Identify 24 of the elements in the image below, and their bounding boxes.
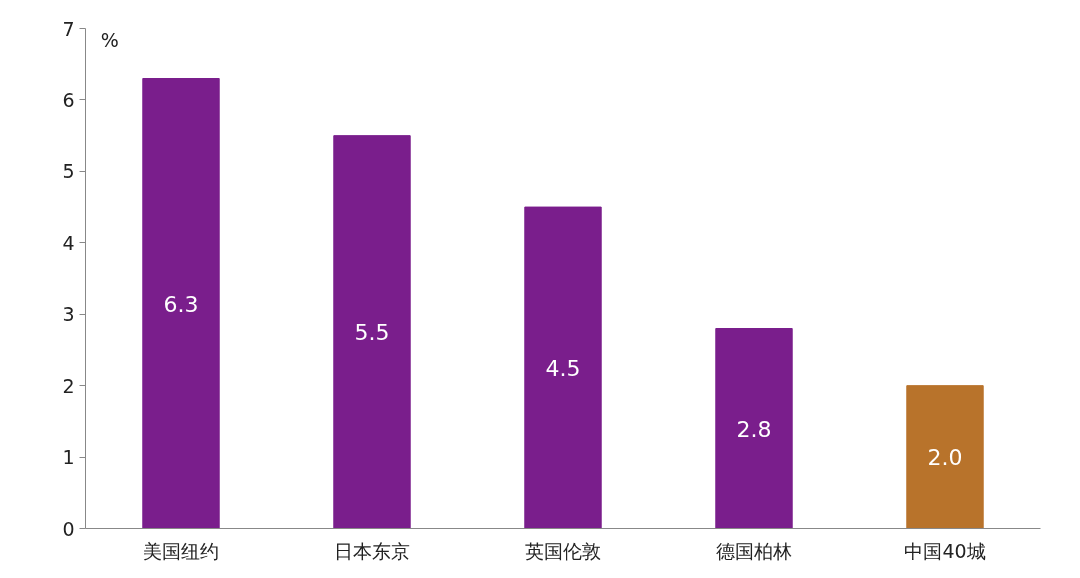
bar xyxy=(524,206,602,529)
y-tick-label: 2 xyxy=(62,374,75,397)
y-tick-label: 0 xyxy=(62,517,75,540)
x-tick-label: 中国40城 xyxy=(904,539,986,562)
data-label: 5.5 xyxy=(354,320,390,346)
data-label: 2.0 xyxy=(927,445,963,471)
data-label: 6.3 xyxy=(163,291,199,317)
y-tick-label: 6 xyxy=(62,88,75,111)
y-tick-label: 1 xyxy=(62,446,75,469)
bar xyxy=(333,135,411,529)
data-label: 4.5 xyxy=(545,355,581,381)
y-axis-title: % xyxy=(100,28,119,51)
bar xyxy=(906,385,984,529)
y-tick-label: 7 xyxy=(62,17,75,40)
x-tick-label: 德国柏林 xyxy=(716,539,792,562)
x-tick-label: 英国伦敦 xyxy=(525,539,601,562)
x-tick-label: 日本东京 xyxy=(334,539,410,562)
data-label: 2.8 xyxy=(736,416,772,442)
bar xyxy=(715,328,793,529)
y-tick-label: 3 xyxy=(62,303,75,326)
y-tick-label: 4 xyxy=(62,231,75,254)
bar xyxy=(142,78,220,529)
x-tick-label: 美国纽约 xyxy=(143,539,219,562)
y-tick-label: 5 xyxy=(62,160,75,183)
